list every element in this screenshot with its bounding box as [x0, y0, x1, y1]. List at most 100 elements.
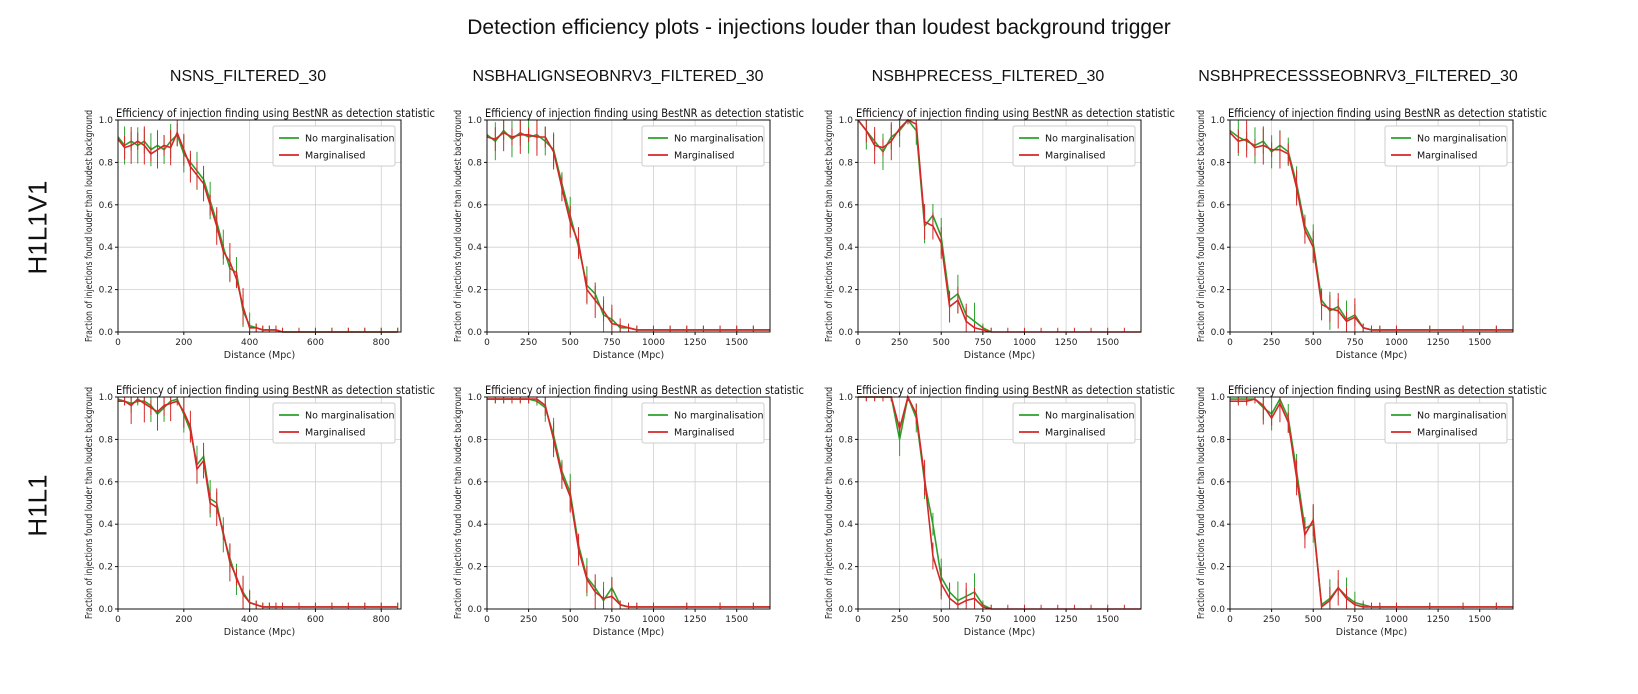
- x-tick-label: 600: [307, 615, 324, 625]
- x-axis-label: Distance (Mpc): [224, 627, 295, 638]
- x-tick-label: 750: [603, 338, 620, 348]
- x-tick-label: 1000: [642, 615, 665, 625]
- efficiency-chart-8: 0 250 500 750 1000 1250 1500 0.0 0.2 0.4 0.6 0.8 1.0…: [1196, 383, 1547, 638]
- legend-label: No marginalisation: [674, 411, 764, 422]
- y-tick-label: 0.0: [468, 328, 483, 338]
- plot-frame: [857, 396, 1142, 610]
- y-tick-label: 0.6: [839, 201, 854, 211]
- y-tick-label: 0.6: [1211, 478, 1226, 488]
- x-tick-label: 750: [1346, 615, 1363, 625]
- y-tick-label: 1.0: [99, 393, 114, 403]
- legend-label: Marginalised: [674, 151, 734, 162]
- x-tick-label: 750: [603, 615, 620, 625]
- y-tick-label: 0.4: [839, 520, 854, 530]
- y-tick-label: 1.0: [468, 393, 483, 403]
- x-tick-label: 0: [855, 338, 861, 348]
- efficiency-chart-7: 0 250 500 750 1000 1250 1500 0.0 0.2 0.4 0.6 0.8 1.0…: [824, 383, 1175, 638]
- plot-title: Efficiency of injection finding using Be…: [1228, 106, 1547, 120]
- y-axis-label: Fraction of injections found louder than…: [824, 387, 835, 619]
- y-axis-label: Fraction of injections found louder than…: [84, 110, 95, 342]
- efficiency-chart-5: 0 200 400 600 800 0.0 0.2 0.4 0.6 0.8 1.0Efficienc…: [84, 383, 435, 638]
- column-header-nsbhprecess: NSBHPRECESS_FILTERED_30: [871, 68, 1105, 85]
- y-tick-label: 1.0: [99, 116, 114, 126]
- efficiency-chart-6: 0 250 500 750 1000 1250 1500 0.0 0.2 0.4 0.6 0.8 1.0…: [453, 383, 804, 638]
- y-tick-label: 0.2: [468, 563, 482, 573]
- y-axis-label: Fraction of injections found louder than…: [453, 387, 464, 619]
- plot-frame: [486, 119, 771, 333]
- x-tick-label: 250: [520, 338, 537, 348]
- efficiency-chart-4: 0 250 500 750 1000 1250 1500 0.0 0.2 0.4 0.6 0.8 1.0…: [1196, 106, 1547, 361]
- x-tick-label: 250: [891, 338, 908, 348]
- x-tick-label: 1250: [684, 338, 707, 348]
- y-tick-label: 0.2: [839, 286, 853, 296]
- x-tick-label: 750: [974, 338, 991, 348]
- y-tick-label: 0.2: [99, 563, 113, 573]
- y-tick-label: 0.8: [839, 435, 854, 445]
- legend-box: [641, 402, 765, 444]
- x-tick-label: 250: [520, 615, 537, 625]
- y-tick-label: 0.4: [468, 520, 483, 530]
- legend-label: No marginalisation: [674, 134, 764, 145]
- x-tick-label: 500: [1305, 338, 1322, 348]
- y-tick-label: 1.0: [1211, 393, 1226, 403]
- y-tick-label: 0.4: [99, 243, 114, 253]
- y-tick-label: 0.4: [1211, 520, 1226, 530]
- plot-frame: [1229, 396, 1514, 610]
- y-tick-label: 0.4: [468, 243, 483, 253]
- y-tick-label: 0.2: [1211, 286, 1225, 296]
- x-tick-label: 500: [1305, 615, 1322, 625]
- legend-box: [1384, 402, 1508, 444]
- y-tick-label: 0.2: [839, 563, 853, 573]
- efficiency-chart-1: 0 200 400 600 800 0.0 0.2 0.4 0.6 0.8 1.0Efficienc…: [84, 106, 435, 361]
- y-tick-label: 0.2: [1211, 563, 1225, 573]
- x-tick-label: 1250: [1427, 615, 1450, 625]
- x-tick-label: 0: [115, 338, 121, 348]
- x-tick-label: 200: [175, 615, 192, 625]
- y-tick-label: 0.0: [1211, 328, 1226, 338]
- legend-box: [1384, 125, 1508, 167]
- legend-label: Marginalised: [1417, 151, 1477, 162]
- x-tick-label: 750: [974, 615, 991, 625]
- x-tick-label: 600: [307, 338, 324, 348]
- series-line-marginalised: [1230, 398, 1513, 609]
- y-tick-label: 0.0: [839, 328, 854, 338]
- efficiency-chart-2: 0 250 500 750 1000 1250 1500 0.0 0.2 0.4 0.6 0.8 1.0…: [453, 106, 804, 361]
- series-line-marginalised: [487, 398, 770, 608]
- x-tick-label: 400: [241, 615, 258, 625]
- x-tick-label: 1000: [1013, 615, 1036, 625]
- y-tick-label: 0.4: [99, 520, 114, 530]
- legend-label: Marginalised: [1045, 428, 1105, 439]
- x-axis-label: Distance (Mpc): [964, 627, 1035, 638]
- x-tick-label: 1250: [1055, 338, 1078, 348]
- y-tick-label: 0.0: [839, 605, 854, 615]
- legend-box: [272, 402, 396, 444]
- x-tick-label: 250: [1263, 615, 1280, 625]
- y-axis-label: Fraction of injections found louder than…: [84, 387, 95, 619]
- y-tick-label: 0.6: [468, 201, 483, 211]
- legend-label: Marginalised: [305, 428, 365, 439]
- y-tick-label: 0.6: [468, 478, 483, 488]
- x-tick-label: 1000: [642, 338, 665, 348]
- x-tick-label: 250: [891, 615, 908, 625]
- x-tick-label: 0: [855, 615, 861, 625]
- figure-title: Detection efficiency plots - injections …: [467, 16, 1171, 39]
- legend-label: No marginalisation: [1045, 134, 1135, 145]
- y-tick-label: 0.8: [99, 158, 114, 168]
- y-tick-label: 0.8: [1211, 435, 1226, 445]
- y-axis-label: Fraction of injections found louder than…: [453, 110, 464, 342]
- x-tick-label: 1250: [1427, 338, 1450, 348]
- x-tick-label: 1250: [1055, 615, 1078, 625]
- x-axis-label: Distance (Mpc): [1336, 350, 1407, 361]
- x-tick-label: 1000: [1385, 338, 1408, 348]
- plot-frame: [117, 396, 402, 610]
- y-tick-label: 0.4: [839, 243, 854, 253]
- legend-label: No marginalisation: [305, 411, 395, 422]
- x-tick-label: 250: [1263, 338, 1280, 348]
- y-tick-label: 0.0: [99, 328, 114, 338]
- x-tick-label: 0: [484, 615, 490, 625]
- x-axis-label: Distance (Mpc): [593, 350, 664, 361]
- column-header-nsbhprecess-seob: NSBHPRECESSSEOBNRV3_FILTERED_30: [1198, 68, 1518, 85]
- legend-label: Marginalised: [674, 428, 734, 439]
- x-tick-label: 500: [933, 338, 950, 348]
- plot-title: Efficiency of injection finding using Be…: [856, 106, 1175, 120]
